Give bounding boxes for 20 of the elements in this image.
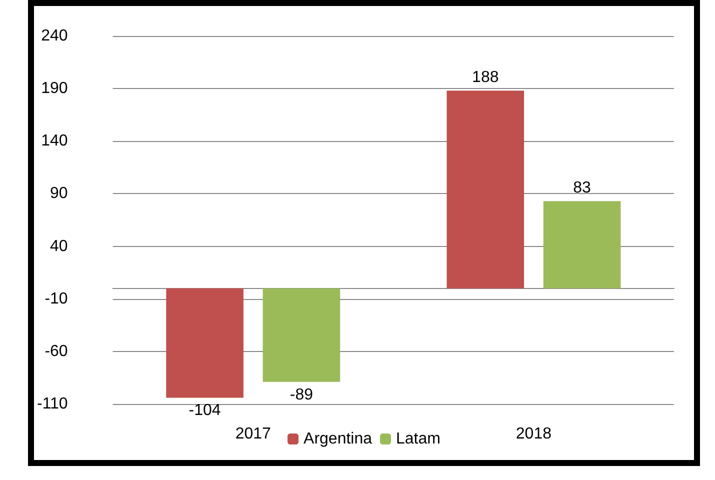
y-tick-label: -110 bbox=[36, 396, 68, 412]
y-tick-label: 40 bbox=[50, 238, 68, 255]
data-label: -104 bbox=[188, 402, 221, 420]
x-tick-label: 2018 bbox=[516, 426, 552, 442]
bar bbox=[543, 201, 621, 288]
data-label: -89 bbox=[290, 386, 314, 404]
x-tick-label: 2017 bbox=[235, 426, 272, 442]
data-label: 83 bbox=[573, 180, 592, 197]
y-tick-label: 90 bbox=[50, 185, 68, 202]
legend-label: Argentina bbox=[304, 430, 372, 448]
bar bbox=[262, 288, 340, 382]
y-tick-label: 240 bbox=[41, 28, 68, 44]
y-tick-label: 140 bbox=[41, 132, 68, 150]
y-tick-label: 190 bbox=[41, 80, 68, 98]
data-label: 188 bbox=[472, 69, 499, 86]
bar bbox=[446, 90, 524, 288]
y-tick-label: -10 bbox=[44, 290, 68, 308]
bar bbox=[166, 288, 244, 398]
y-tick-label: -60 bbox=[44, 342, 68, 360]
legend-label: Latam bbox=[396, 430, 440, 448]
